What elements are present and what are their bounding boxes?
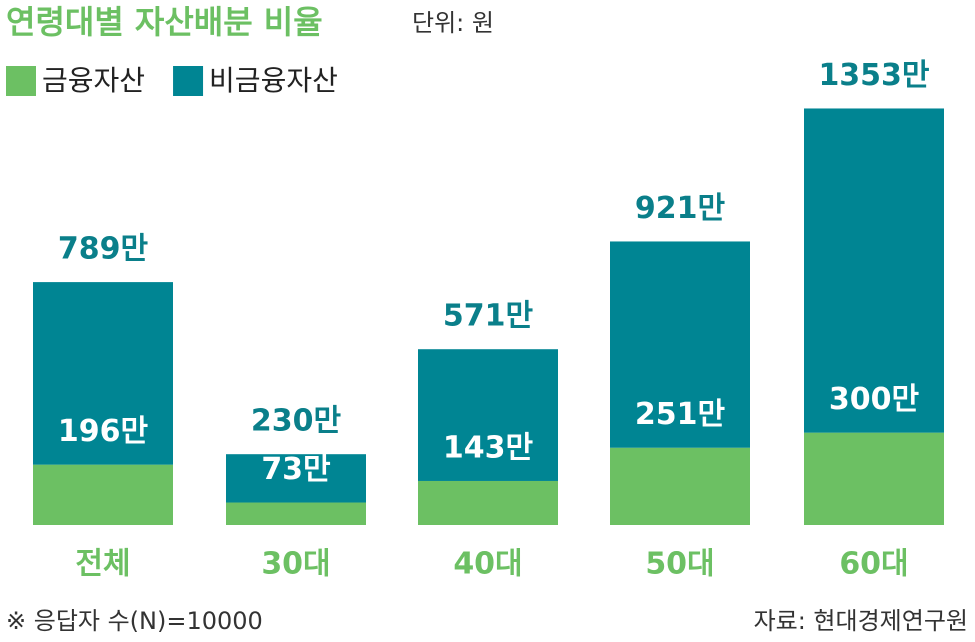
note: ※ 응답자 수(N)=10000 [6, 607, 263, 635]
bar-segment [804, 432, 944, 525]
legend-label: 비금융자산 [209, 64, 338, 97]
x-tick-label: 전체 [75, 547, 130, 582]
segment-label: 143만 [443, 430, 534, 465]
bar-segment [33, 464, 173, 525]
bar-segment [33, 282, 173, 465]
segment-label: 251만 [635, 397, 726, 432]
x-tick-label: 30대 [261, 547, 330, 582]
legend-swatch [173, 66, 204, 96]
bar-segment [226, 454, 366, 503]
total-label: 789만 [58, 232, 149, 267]
legend-swatch [6, 66, 36, 96]
total-label: 921만 [635, 191, 726, 226]
bar-segment [610, 447, 750, 525]
bar-segment [804, 108, 944, 433]
segment-label: 73만 [261, 452, 331, 487]
bar-segment [610, 241, 750, 448]
source: 자료: 현대경제연구원 [754, 607, 968, 635]
bar-segment [226, 502, 366, 525]
x-tick-label: 40대 [453, 547, 522, 582]
bar-segment [418, 349, 558, 481]
chart-subtitle: 단위: 원 [412, 9, 494, 37]
chart-title: 연령대별 자산배분 비율 [6, 3, 323, 41]
x-tick-label: 50대 [645, 547, 714, 582]
x-tick-label: 60대 [839, 547, 908, 582]
total-label: 571만 [443, 299, 534, 334]
legend-label: 금융자산 [42, 64, 145, 97]
total-label: 1353만 [818, 58, 929, 93]
total-label: 230만 [251, 404, 342, 439]
segment-label: 300만 [829, 382, 920, 417]
bar-segment [418, 480, 558, 525]
segment-label: 196만 [58, 414, 149, 449]
